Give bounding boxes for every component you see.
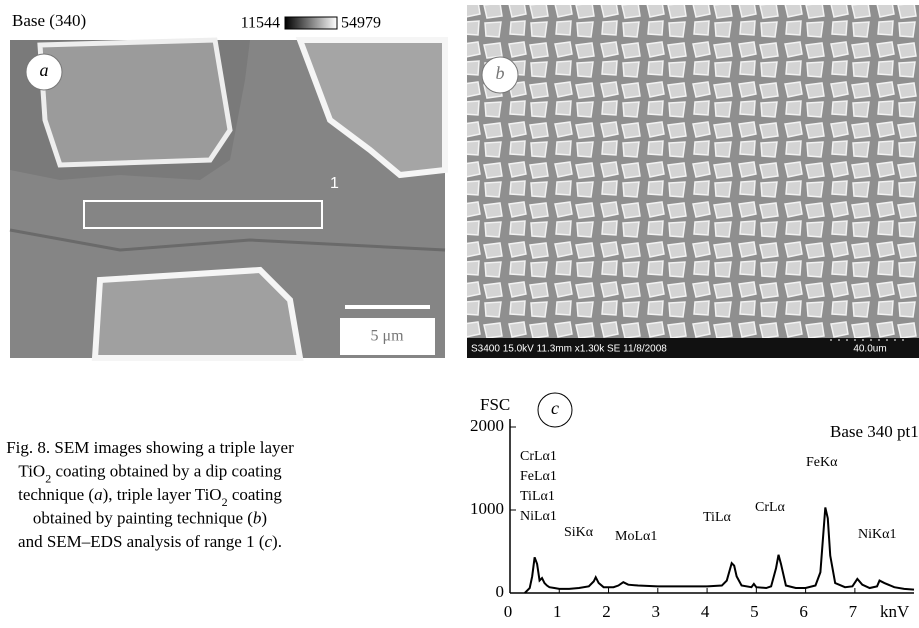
peak-label: CrLα1 bbox=[520, 449, 557, 464]
peak-label: SiKα bbox=[564, 525, 594, 540]
region-label: 1 bbox=[330, 175, 339, 192]
sem-scale: 40.0um bbox=[853, 344, 886, 355]
caption-segment: coating bbox=[228, 485, 283, 504]
sem-info: S3400 15.0kV 11.3mm x1.30k SE 11/8/2008 bbox=[471, 344, 667, 355]
caption-segment: b bbox=[253, 508, 262, 527]
x-tick-label: 5 bbox=[750, 602, 759, 621]
colorbar-max: 54979 bbox=[341, 15, 381, 32]
caption-line: and SEM–EDS analysis of range 1 (c). bbox=[18, 532, 282, 551]
caption-line: Fig. 8. SEM images showing a triple laye… bbox=[6, 438, 294, 457]
x-axis-label: knV bbox=[880, 602, 910, 621]
spectrum-chart: 0 1000 2000 0 1 2 3 4 5 6 7 knV FSC c Base 340 pt1 CrLα… bbox=[470, 393, 919, 621]
caption-line: TiO2 coating obtained by a dip coating bbox=[18, 461, 282, 485]
legend-label: Base 340 pt1 bbox=[830, 422, 919, 441]
peak-label: TiLα bbox=[703, 510, 732, 525]
caption-line: obtained by painting technique (b) bbox=[33, 508, 267, 527]
y-tick-label: 1000 bbox=[470, 499, 504, 518]
x-tick-label: 6 bbox=[799, 602, 808, 621]
peak-label: NiLα1 bbox=[520, 509, 557, 524]
panel-b-label: b bbox=[496, 63, 505, 83]
x-tick-label: 2 bbox=[602, 602, 611, 621]
y-tick-label: 2000 bbox=[470, 416, 504, 435]
panel-a-header: Base (340) bbox=[12, 11, 86, 30]
panel-c-label: c bbox=[551, 398, 559, 418]
caption-line: technique (a), triple layer TiO2 coating bbox=[18, 485, 282, 509]
x-tick-label: 4 bbox=[701, 602, 710, 621]
caption-segment: coating obtained by a dip coating bbox=[51, 461, 282, 480]
peak-label: CrLα bbox=[755, 500, 786, 515]
caption-segment: a bbox=[94, 485, 103, 504]
peak-label: TiLα1 bbox=[520, 489, 555, 504]
peak-label: FeKα bbox=[806, 455, 838, 470]
x-tick-label: 3 bbox=[652, 602, 661, 621]
caption-segment: ). bbox=[272, 532, 282, 551]
peak-label: NiKα1 bbox=[858, 527, 896, 542]
peak-label: MoLα1 bbox=[615, 529, 657, 544]
colorbar bbox=[285, 17, 337, 29]
caption-segment: obtained by painting technique ( bbox=[33, 508, 253, 527]
panel-a-label: a bbox=[40, 60, 49, 80]
x-tick-label: 1 bbox=[553, 602, 562, 621]
caption-segment: ), triple layer TiO bbox=[103, 485, 222, 504]
sem-image-a bbox=[10, 40, 445, 358]
y-axis-label: FSC bbox=[480, 395, 510, 414]
x-tick-label: 7 bbox=[849, 602, 858, 621]
colorbar-min: 11544 bbox=[241, 15, 280, 32]
caption-segment: TiO bbox=[18, 461, 45, 480]
caption-segment: technique ( bbox=[18, 485, 94, 504]
y-tick-label: 0 bbox=[496, 582, 505, 601]
caption-segment: and SEM–EDS analysis of range 1 ( bbox=[18, 532, 265, 551]
caption-segment: ) bbox=[261, 508, 267, 527]
sem-image-b bbox=[467, 5, 919, 358]
x-tick-label: 0 bbox=[504, 602, 513, 621]
peak-label: FeLα1 bbox=[520, 469, 557, 484]
figure: Base (340) 11544 54979 a 1 5 μm b S3400 … bbox=[0, 0, 919, 628]
caption-segment: Fig. 8. SEM images showing a triple laye… bbox=[6, 438, 294, 457]
scale-bar-label: 5 μm bbox=[370, 328, 404, 345]
caption: Fig. 8. SEM images showing a triple laye… bbox=[6, 438, 294, 551]
